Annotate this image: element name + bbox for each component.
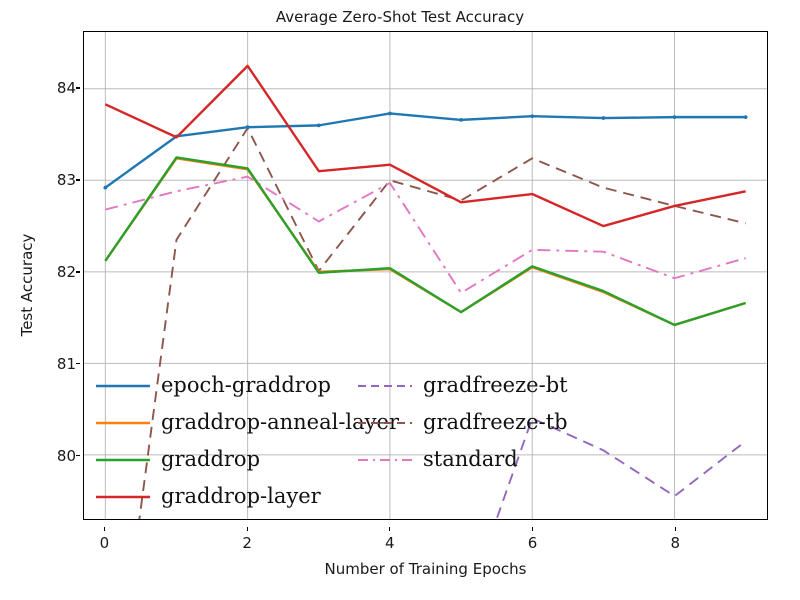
legend-entry-epoch-graddrop[interactable]: epoch-graddrop [95,373,357,397]
legend-label: gradfreeze-bt [423,372,568,397]
series-marker-epoch-graddrop [672,115,677,120]
x-tick-label: 8 [670,534,680,552]
x-axis-tick-labels: 0 2 4 6 8 [83,527,768,552]
series-marker-epoch-graddrop [103,185,108,190]
legend-label: standard [423,446,518,471]
series-marker-epoch-graddrop [601,116,606,120]
series-marker-epoch-graddrop [530,114,535,119]
legend-color-swatch [95,378,151,392]
chart-legend: epoch-graddrop gradfreeze-bt graddrop-anne… [95,366,750,514]
x-tick-mark [389,527,391,531]
y-tick-label: 81 [56,354,76,373]
chart-svg [84,32,767,519]
y-tick-label: 80 [56,446,76,465]
series-marker-epoch-graddrop [459,117,463,122]
legend-swatch-standard [358,458,412,461]
legend-color-swatch [95,415,151,429]
x-axis-label: Number of Training Epochs [324,560,527,578]
x-tick-mark [103,527,105,531]
series-marker-epoch-graddrop [743,115,748,120]
y-tick-mark [76,363,80,365]
series-line-graddrop [104,156,747,327]
legend-label: graddrop [161,446,261,471]
legend-entry-gradfreeze-tb[interactable]: gradfreeze-tb [357,410,750,434]
legend-color-swatch [357,415,413,429]
x-tick-label: 2 [242,534,252,552]
legend-swatch-gradfreeze-tb [358,421,412,424]
x-tick-label: 4 [385,534,395,552]
series-line-graddrop-layer [104,64,746,228]
legend-entry-graddrop-anneal-layer[interactable]: graddrop-anneal-layer [95,410,399,434]
legend-entry-standard[interactable]: standard [357,447,750,471]
legend-entry-graddrop[interactable]: graddrop [95,447,357,471]
plot-area [83,31,768,520]
x-tick-label: 6 [527,534,538,552]
series-marker-epoch-graddrop [316,123,321,128]
x-tick-mark [246,527,248,531]
y-tick-mark [76,87,80,89]
series-line-epoch-graddrop [104,112,746,189]
series-line-gradfreeze-bt [495,417,747,519]
x-tick-mark [531,527,534,531]
legend-swatch-epoch-graddrop [96,384,150,387]
y-tick-label: 83 [56,170,76,189]
legend-swatch-graddrop-anneal-layer [96,421,150,424]
legend-label: epoch-graddrop [161,372,331,397]
y-axis-label: Test Accuracy [18,233,36,337]
y-tick-label: 84 [56,78,76,97]
y-tick-label: 82 [56,262,76,281]
legend-entry-gradfreeze-bt[interactable]: gradfreeze-bt [357,373,750,397]
legend-color-swatch [95,452,151,466]
series-marker-epoch-graddrop [388,111,392,116]
x-tick-mark [674,527,676,531]
legend-label: gradfreeze-tb [423,409,568,434]
legend-color-swatch [95,489,151,503]
y-tick-mark [76,179,80,181]
series-line-standard [105,175,746,294]
legend-swatch-graddrop-layer [96,495,150,498]
y-tick-mark [76,271,80,273]
legend-color-swatch [357,452,413,466]
legend-swatch-gradfreeze-bt [358,384,412,387]
legend-label: graddrop-layer [161,483,321,508]
legend-entry-graddrop-layer[interactable]: graddrop-layer [95,484,357,508]
y-tick-mark [76,455,80,457]
y-axis-tick-labels: 80 81 82 83 84 [24,31,80,520]
legend-swatch-graddrop [96,458,150,461]
series-marker-epoch-graddrop [245,125,250,130]
legend-color-swatch [357,378,413,392]
x-tick-label: 0 [99,534,110,552]
chart-title: Average Zero-Shot Test Accuracy [275,8,525,26]
